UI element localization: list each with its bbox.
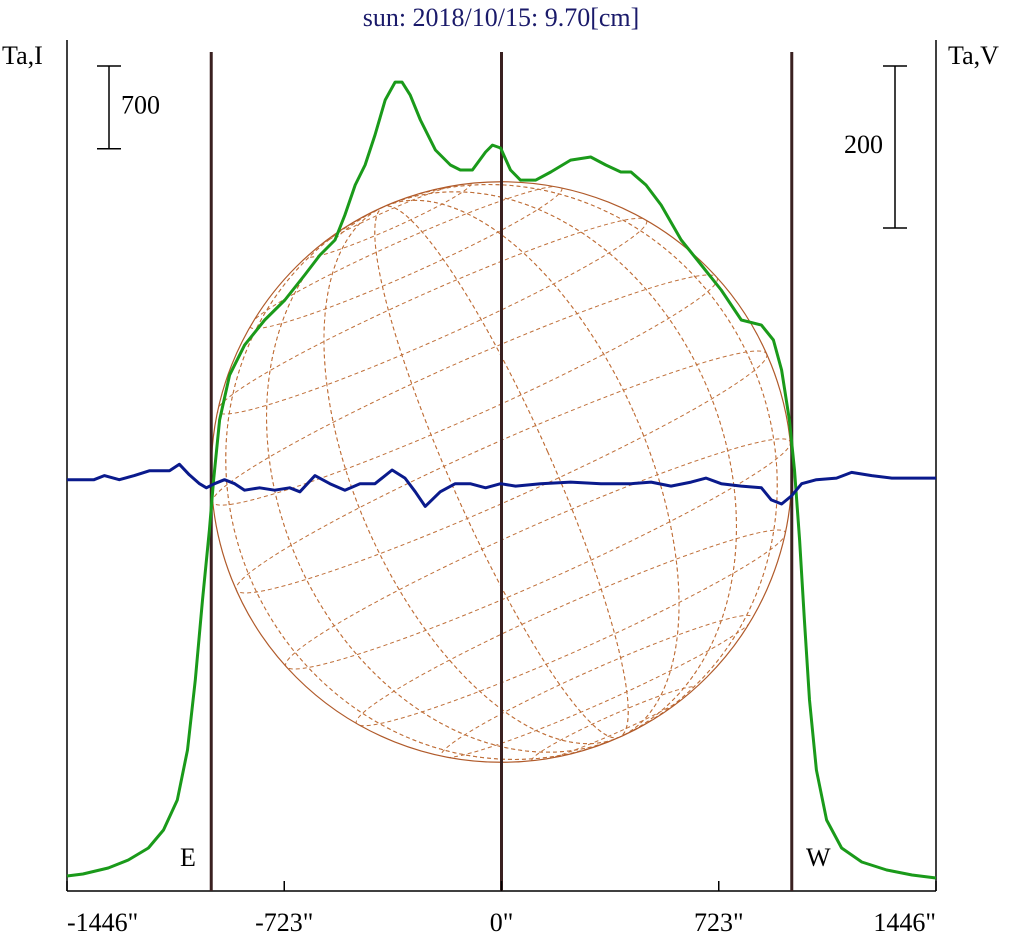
scale-bar-label: 200 xyxy=(844,130,883,159)
x-tick-label: -723" xyxy=(255,908,313,937)
y-axis-label: Ta,I xyxy=(2,41,43,70)
series-line xyxy=(67,462,936,508)
chart-title: sun: 2018/10/15: 9.70[cm] xyxy=(363,3,640,32)
x-tick-label: 1446" xyxy=(873,908,936,937)
x-tick-label: 723" xyxy=(694,908,744,937)
parallel xyxy=(216,217,648,415)
scale-bar-label: 700 xyxy=(121,90,160,119)
x-tick-label: -1446" xyxy=(67,908,138,937)
parallel xyxy=(531,686,697,763)
series-line xyxy=(66,80,937,880)
parallel xyxy=(355,529,787,727)
y2-axis-label: Ta,V xyxy=(948,41,999,70)
limb-label: E xyxy=(180,843,196,872)
parallel xyxy=(306,181,472,258)
limb-label: W xyxy=(806,843,831,872)
x-tick-label: 0" xyxy=(490,908,514,937)
parallel xyxy=(285,438,791,670)
